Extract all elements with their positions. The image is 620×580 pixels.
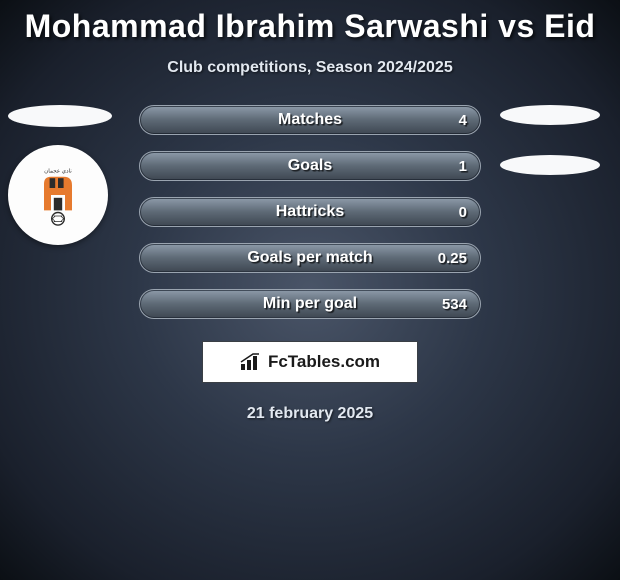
brand-watermark: FcTables.com bbox=[202, 341, 418, 383]
stat-row-matches: Matches 4 bbox=[139, 105, 481, 135]
left-player-photo-placeholder bbox=[8, 105, 112, 127]
bar-fill bbox=[141, 153, 479, 179]
bar-outer bbox=[139, 105, 481, 135]
bar-fill bbox=[141, 291, 479, 317]
comparison-content: نادي عجمان Matches 4 Goals 1 Hattricks bbox=[0, 105, 620, 423]
left-player-column: نادي عجمان bbox=[8, 105, 112, 245]
right-club-logo-placeholder bbox=[500, 155, 600, 175]
bar-outer bbox=[139, 151, 481, 181]
stat-row-goals: Goals 1 bbox=[139, 151, 481, 181]
date-text: 21 february 2025 bbox=[0, 405, 620, 423]
bar-outer bbox=[139, 243, 481, 273]
right-player-photo-placeholder bbox=[500, 105, 600, 125]
svg-text:نادي عجمان: نادي عجمان bbox=[44, 168, 72, 175]
bar-fill bbox=[141, 245, 479, 271]
page-title: Mohammad Ibrahim Sarwashi vs Eid bbox=[0, 0, 620, 45]
bar-fill bbox=[141, 199, 479, 225]
brand-text: FcTables.com bbox=[268, 352, 380, 372]
page-subtitle: Club competitions, Season 2024/2025 bbox=[0, 59, 620, 77]
stat-row-hattricks: Hattricks 0 bbox=[139, 197, 481, 227]
left-club-logo: نادي عجمان bbox=[8, 145, 108, 245]
stat-row-min-per-goal: Min per goal 534 bbox=[139, 289, 481, 319]
bar-outer bbox=[139, 289, 481, 319]
bar-fill bbox=[141, 107, 479, 133]
bar-chart-icon bbox=[240, 353, 262, 371]
stat-row-goals-per-match: Goals per match 0.25 bbox=[139, 243, 481, 273]
bar-outer bbox=[139, 197, 481, 227]
right-player-column bbox=[500, 105, 600, 205]
ajman-club-icon: نادي عجمان bbox=[23, 160, 93, 230]
stat-bars: Matches 4 Goals 1 Hattricks 0 Goals per … bbox=[139, 105, 481, 319]
